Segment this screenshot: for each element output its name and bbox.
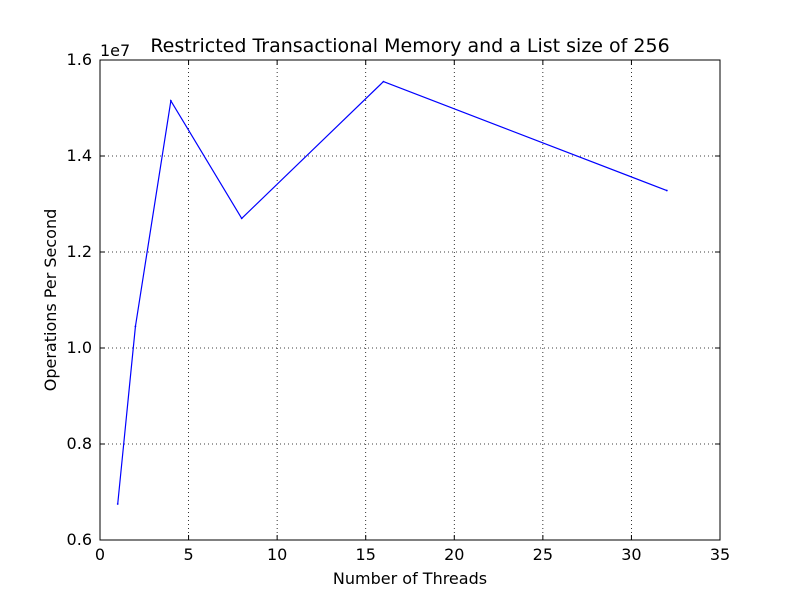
y-tick-label: 1.0 — [67, 338, 92, 357]
x-tick-label: 5 — [183, 545, 193, 564]
y-tick-label: 1.2 — [67, 242, 92, 261]
series-layer — [116, 80, 668, 505]
chart-title: Restricted Transactional Memory and a Li… — [150, 35, 669, 57]
x-tick-label: 0 — [95, 545, 105, 564]
grid-layer — [100, 60, 720, 540]
x-tick-label: 35 — [710, 545, 730, 564]
x-tick-label: 10 — [267, 545, 287, 564]
x-tick-label: 30 — [621, 545, 641, 564]
y-axis-label: Operations Per Second — [41, 209, 60, 392]
series-line-1 — [117, 80, 668, 505]
x-axis-label: Number of Threads — [333, 569, 487, 588]
x-tick-label: 25 — [533, 545, 553, 564]
series-point — [116, 503, 119, 505]
axes-layer — [99, 59, 721, 541]
x-tick-label: 20 — [444, 545, 464, 564]
y-tick-label: 1.6 — [67, 50, 92, 69]
series-point — [134, 325, 137, 328]
series-point — [665, 189, 668, 192]
series-point — [169, 99, 172, 102]
series-point — [382, 80, 385, 83]
y-tick-label: 1.4 — [67, 146, 92, 165]
plot-frame — [99, 59, 721, 541]
x-tick-label: 15 — [356, 545, 376, 564]
y-axis-multiplier: 1e7 — [100, 41, 130, 60]
y-tick-label: 0.6 — [67, 530, 92, 549]
y-tick-label: 0.8 — [67, 434, 92, 453]
series-point — [240, 217, 243, 220]
tick-label-layer: 0 5 10 15 20 25 30 35 0.6 0.8 1.0 1.2 1.4 1.6 — [67, 50, 731, 564]
